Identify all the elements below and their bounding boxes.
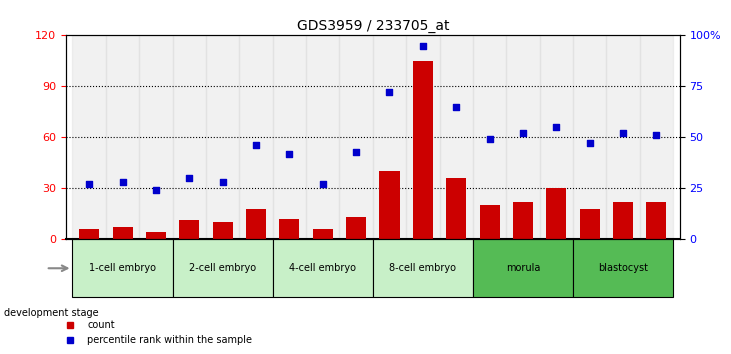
Text: morula: morula	[506, 263, 540, 273]
Bar	[446, 178, 466, 239]
Bar	[306, 35, 339, 239]
Bar	[539, 35, 573, 239]
Bar	[146, 232, 166, 239]
Point	[484, 137, 496, 142]
Text: 4-cell embryo: 4-cell embryo	[289, 263, 356, 273]
Bar	[613, 202, 633, 239]
Point	[651, 132, 662, 138]
Bar	[273, 35, 306, 239]
Bar	[373, 35, 406, 239]
Bar	[239, 35, 273, 239]
Bar	[72, 239, 173, 297]
Point	[617, 130, 629, 136]
Bar	[406, 35, 439, 239]
Bar	[173, 35, 206, 239]
Bar	[507, 35, 539, 239]
Bar	[113, 227, 132, 239]
Bar	[339, 35, 373, 239]
Bar	[273, 239, 373, 297]
Bar	[573, 239, 673, 297]
Point	[450, 104, 462, 109]
Point	[550, 124, 562, 130]
Point	[250, 143, 262, 148]
Point	[150, 187, 162, 193]
Bar	[373, 239, 473, 297]
Point	[584, 141, 596, 146]
Bar	[279, 219, 300, 239]
Point	[117, 179, 129, 185]
Bar	[473, 239, 573, 297]
Bar	[313, 229, 333, 239]
Bar	[173, 239, 273, 297]
Bar	[72, 35, 106, 239]
Point	[217, 179, 229, 185]
Text: 2-cell embryo: 2-cell embryo	[189, 263, 256, 273]
Bar	[573, 35, 607, 239]
Point	[517, 130, 529, 136]
Point	[183, 175, 195, 181]
Bar	[413, 61, 433, 239]
Bar	[640, 35, 673, 239]
Bar	[79, 229, 99, 239]
Bar	[106, 35, 139, 239]
Point	[284, 151, 295, 156]
Bar	[580, 209, 599, 239]
Bar	[546, 188, 567, 239]
Bar	[646, 202, 667, 239]
Bar	[206, 35, 239, 239]
Bar	[346, 217, 366, 239]
Bar	[607, 35, 640, 239]
Bar	[473, 35, 507, 239]
Bar	[246, 209, 266, 239]
Point	[83, 181, 95, 187]
Bar	[439, 35, 473, 239]
Text: blastocyst: blastocyst	[598, 263, 648, 273]
Bar	[179, 221, 200, 239]
Bar	[139, 35, 173, 239]
Legend: count, percentile rank within the sample: count, percentile rank within the sample	[56, 316, 256, 349]
Text: development stage: development stage	[4, 308, 98, 318]
Point	[350, 149, 362, 154]
Bar	[379, 171, 400, 239]
Point	[317, 181, 329, 187]
Title: GDS3959 / 233705_at: GDS3959 / 233705_at	[297, 19, 449, 33]
Text: 1-cell embryo: 1-cell embryo	[89, 263, 156, 273]
Point	[417, 43, 428, 48]
Point	[384, 90, 395, 95]
Bar	[480, 205, 499, 239]
Bar	[513, 202, 533, 239]
Bar	[213, 222, 232, 239]
Text: 8-cell embryo: 8-cell embryo	[390, 263, 456, 273]
